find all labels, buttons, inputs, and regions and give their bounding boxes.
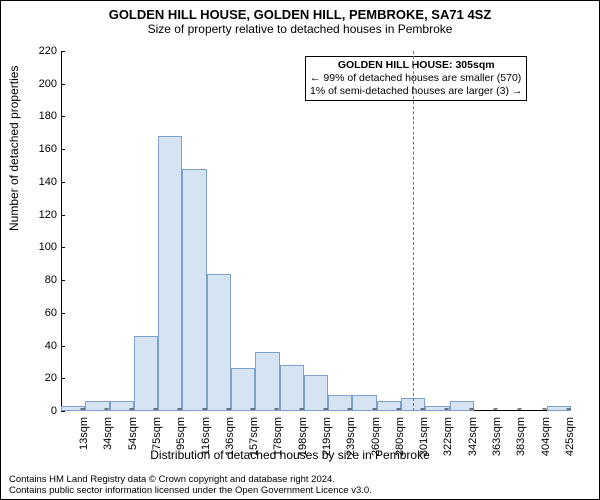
histogram-bar	[158, 136, 182, 411]
y-tick: 140	[17, 177, 61, 187]
chart-title: GOLDEN HILL HOUSE, GOLDEN HILL, PEMBROKE…	[1, 7, 599, 22]
annotation-line1: ← 99% of detached houses are smaller (57…	[310, 72, 522, 85]
chart-subtitle: Size of property relative to detached ho…	[1, 22, 599, 36]
histogram-bar	[110, 401, 134, 411]
y-tick: 0	[17, 406, 61, 416]
y-axis-line	[61, 51, 62, 411]
histogram-bar	[255, 352, 279, 411]
histogram-bar	[182, 169, 206, 411]
histogram-bar	[377, 401, 401, 411]
annotation-box: GOLDEN HILL HOUSE: 305sqm ← 99% of detac…	[305, 56, 527, 101]
x-axis-label: Distribution of detached houses by size …	[1, 448, 579, 462]
y-tick: 100	[17, 242, 61, 252]
annotation-line2: 1% of semi-detached houses are larger (3…	[310, 85, 522, 98]
y-tick: 120	[17, 210, 61, 220]
y-tick: 60	[17, 308, 61, 318]
footer-line2: Contains public sector information licen…	[9, 486, 372, 497]
y-tick: 40	[17, 341, 61, 351]
marker-line	[413, 51, 414, 411]
histogram-bar	[134, 336, 158, 411]
histogram-bar	[207, 274, 231, 411]
annotation-title: GOLDEN HILL HOUSE: 305sqm	[310, 59, 522, 72]
plot-area: GOLDEN HILL HOUSE: 305sqm ← 99% of detac…	[61, 51, 571, 411]
histogram-bar	[85, 401, 109, 411]
footer-text: Contains HM Land Registry data © Crown c…	[9, 475, 372, 497]
y-tick: 220	[17, 46, 61, 56]
y-tick: 20	[17, 373, 61, 383]
chart-container: GOLDEN HILL HOUSE, GOLDEN HILL, PEMBROKE…	[0, 0, 600, 500]
y-tick: 80	[17, 275, 61, 285]
histogram-bar	[280, 365, 304, 411]
y-tick: 200	[17, 79, 61, 89]
histogram-bar	[450, 401, 474, 411]
histogram-bar	[231, 368, 255, 411]
y-tick: 180	[17, 111, 61, 121]
histogram-bar	[304, 375, 328, 411]
y-tick: 160	[17, 144, 61, 154]
